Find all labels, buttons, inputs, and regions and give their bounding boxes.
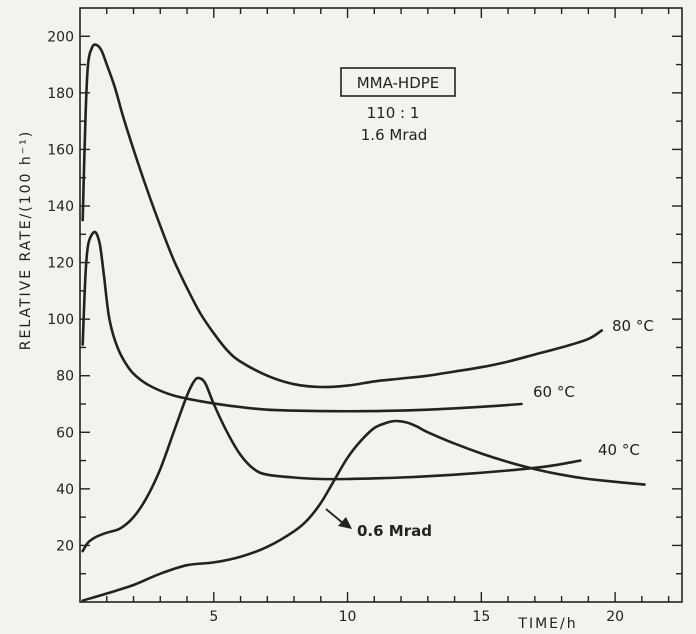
series-80c-line (81, 43, 603, 389)
y-tick-label: 120 (47, 256, 74, 272)
x-tick-label: 5 (209, 609, 218, 625)
annotation-box-label: MMA-HDPE (357, 74, 440, 92)
x-tick-label: 10 (339, 609, 357, 625)
series-curves (81, 43, 646, 602)
series-40c-line (81, 376, 582, 553)
x-tick-label: 15 (472, 609, 490, 625)
x-tick-label: 20 (606, 609, 624, 625)
annotation-dose: 1.6 Mrad (361, 126, 427, 144)
y-tick-label: 60 (56, 425, 74, 441)
series-label-40c: 40 °C (598, 441, 640, 459)
series-label-80c: 80 °C (612, 317, 654, 335)
pointer-arrowhead (338, 517, 352, 529)
pointer-label: 0.6 Mrad (357, 522, 432, 540)
y-tick-label: 140 (47, 199, 74, 215)
y-tick-label: 180 (47, 86, 74, 102)
y-tick-label: 200 (47, 29, 74, 45)
y-tick-label: 100 (47, 312, 74, 328)
x-axis-title: TIME/h (517, 616, 577, 632)
plot-border (79, 7, 683, 603)
pointer-arrow-shaft (325, 508, 345, 525)
annotation-ratio: 110 : 1 (367, 104, 420, 122)
pointer-annotation: 0.6 Mrad (325, 508, 432, 540)
y-axis-title: RELATIVE RATE/(100 h⁻¹) (18, 130, 34, 350)
axis-ticks: 5 10 15 20 20 40 60 80 100 120 140 160 180 200 (47, 8, 682, 625)
y-tick-label: 40 (56, 482, 74, 498)
y-tick-label: 160 (47, 142, 74, 158)
annotation-box (340, 67, 456, 97)
y-tick-label: 80 (56, 369, 74, 385)
series-60c-line (81, 230, 523, 413)
series-label-60c: 60 °C (533, 383, 575, 401)
plot-frame (79, 7, 683, 603)
y-tick-label: 20 (56, 538, 74, 554)
series-0-6-mrad-line (81, 419, 646, 602)
legend-box: MMA-HDPE (340, 67, 456, 97)
